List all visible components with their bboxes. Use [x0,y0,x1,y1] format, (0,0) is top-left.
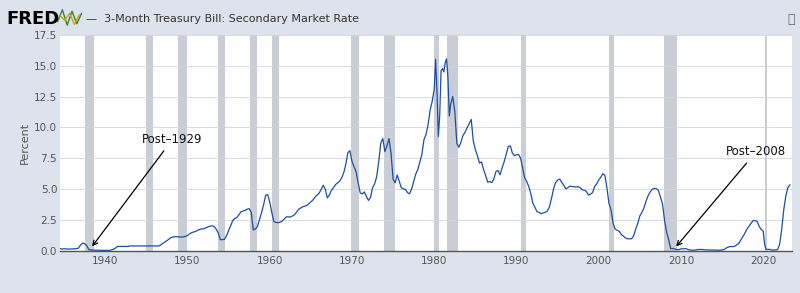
Bar [351,35,359,251]
Text: FRED: FRED [6,10,60,28]
Text: Post–2008: Post–2008 [677,145,786,246]
Y-axis label: Percent: Percent [20,122,30,164]
Bar [250,35,257,251]
Bar [86,35,94,251]
Bar [384,35,394,251]
Bar [446,35,458,251]
Bar [218,35,226,251]
Text: —  3-Month Treasury Bill: Secondary Market Rate: — 3-Month Treasury Bill: Secondary Marke… [86,14,359,24]
Text: Post–1929: Post–1929 [93,133,202,245]
Bar [272,35,278,251]
Bar [609,35,614,251]
Bar [664,35,677,251]
Bar [522,35,526,251]
Text: ⤢: ⤢ [787,13,794,26]
Bar [178,35,186,251]
Bar [434,35,439,251]
Bar [146,35,153,251]
Bar [765,35,767,251]
